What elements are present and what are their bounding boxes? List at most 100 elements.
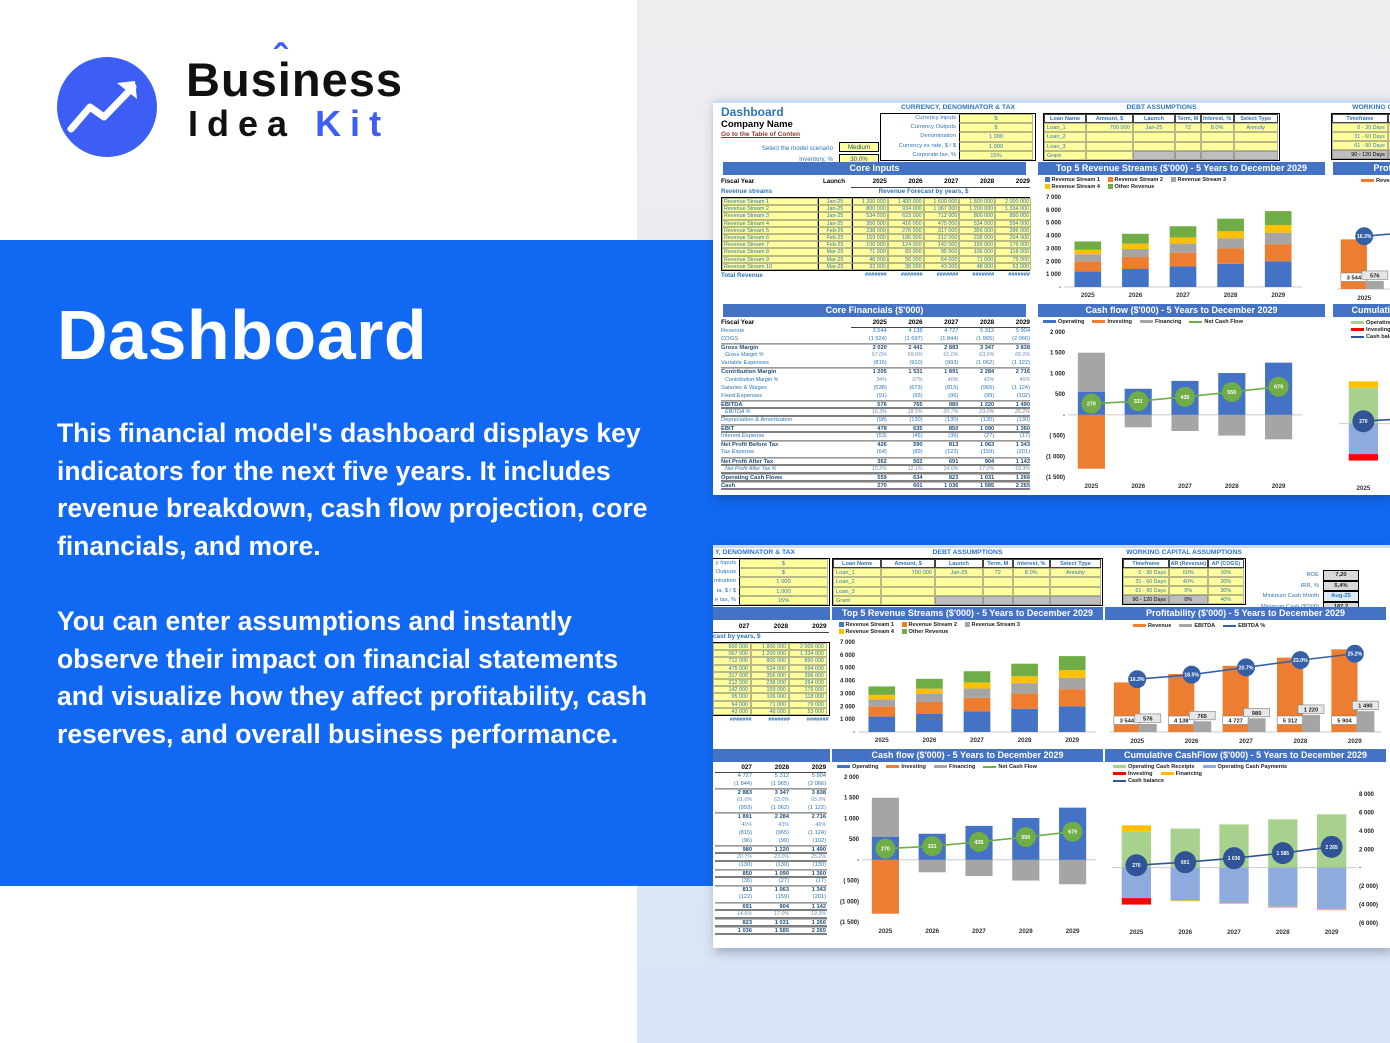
svg-text:2026: 2026: [923, 737, 937, 744]
stream-name[interactable]: Revenue Stream 8: [722, 248, 818, 256]
fin-row-tax-expense: (122) (159) (201): [715, 894, 827, 903]
svg-text:2028: 2028: [1294, 738, 1308, 745]
fin-value: (36): [741, 878, 752, 885]
legend-investing: Investing: [1351, 326, 1390, 333]
kpi-label: ROE: [1306, 572, 1319, 578]
fin-value: 10.2%: [871, 465, 887, 472]
kv-value[interactable]: 1.000: [959, 141, 1033, 152]
svg-text:2027: 2027: [970, 737, 984, 744]
legend-operating-cash-payments: Operating Cash Payments: [1202, 763, 1287, 770]
legend-swatch: [1108, 177, 1113, 182]
year-header: 2029: [994, 178, 1030, 188]
core-financials-table-cut: 027 2028 2029 4 727 5 312 5 904 (1 844) (1 965)…: [715, 764, 827, 935]
launch-header: Launch: [822, 178, 845, 185]
kv-value[interactable]: $: [739, 567, 828, 578]
fin-value: (122): [738, 894, 752, 901]
year-header: 2028: [751, 623, 790, 633]
kv-label: e tax, %: [715, 597, 736, 604]
fin-row-revenue: Revenue 3 544 4 138 4 727 5 312 5 904: [721, 328, 1030, 336]
legend-label: Financing: [1175, 770, 1202, 777]
year-header: 2026: [886, 178, 923, 188]
forecast-value: 317 000: [713, 671, 751, 679]
fiscal-year-row: 027 2028 2029: [715, 764, 827, 773]
forecast-value: 159 000: [751, 686, 789, 694]
legend-swatch: [1045, 177, 1050, 182]
stream-value: 712 000: [923, 212, 960, 220]
debt-cell: [1175, 132, 1201, 142]
table-of-contents-link[interactable]: Go to the Table of Conten: [721, 131, 800, 138]
wc-section-title: WORKING CAPITAL ASSUMPTIONS: [1126, 549, 1242, 556]
fin-row-contribution-margin-: 40% 43% 46%: [715, 822, 827, 830]
stream-launch: Feb-25: [818, 226, 852, 234]
stream-value: 396 000: [995, 226, 1031, 234]
stream-name[interactable]: Revenue Stream 1: [722, 198, 818, 206]
fin-value: 65.0%: [1014, 352, 1030, 359]
kv-value[interactable]: 1 000: [739, 577, 828, 587]
legend-other-revenue: Other Revenue: [1108, 183, 1154, 190]
fin-value: 1 031: [979, 474, 995, 480]
fin-value: (1 124): [807, 829, 826, 836]
svg-text:2 000: 2 000: [1050, 330, 1066, 336]
stream-name[interactable]: Revenue Stream 10: [722, 262, 818, 270]
scenario-select[interactable]: Medium: [839, 142, 879, 152]
fin-row-salaries-wages: Salaries & Wages (538) (673) (815) (965) (1 1…: [721, 385, 1030, 393]
total-label: Total Revenue: [721, 271, 763, 279]
year-header: 2028: [958, 178, 995, 188]
kv-value[interactable]: $: [959, 122, 1033, 133]
kpi-block: ROE 7,20 IRR, % 5,4% Minimum Cash Month Aug-2…: [1209, 570, 1365, 612]
stream-value: 1 067 000: [923, 205, 960, 213]
kv-value[interactable]: 1 000: [959, 132, 1033, 142]
kv-value[interactable]: $: [739, 558, 828, 568]
svg-text:-: -: [1059, 285, 1061, 291]
profitability-banner: Profitability ($'000) - 5 Years to Decem…: [1333, 162, 1390, 175]
fin-value: 5 312: [774, 773, 789, 779]
stream-value: 1 800 000: [959, 198, 996, 206]
stream-name[interactable]: Revenue Stream 6: [722, 233, 818, 242]
stream-name[interactable]: Revenue Stream 2: [722, 205, 818, 213]
banner-fragment: [713, 607, 830, 620]
fin-value: 63.0%: [979, 352, 995, 359]
svg-text:( 500): ( 500): [843, 879, 859, 885]
svg-text:2029: 2029: [1348, 738, 1362, 745]
stream-name[interactable]: Revenue Stream 4: [722, 219, 818, 227]
fin-label: Tax Expense: [721, 449, 755, 456]
debt-col-header: Interest, %: [1012, 558, 1051, 568]
stream-value: 53 000: [995, 262, 1031, 270]
fin-label: Net Profit After Tax %: [725, 465, 777, 472]
brand-caret: ˆ: [273, 37, 289, 81]
top5-legend: Revenue Stream 1 Revenue Stream 2 Revenue …: [1045, 176, 1325, 190]
fin-value: 691: [948, 458, 959, 464]
svg-text:2026: 2026: [1131, 483, 1145, 490]
fin-value: (815): [873, 360, 887, 367]
fin-value: 2 883: [944, 345, 959, 352]
stream-name[interactable]: Revenue Stream 7: [722, 241, 818, 249]
fin-value: (1 122): [1011, 360, 1030, 367]
debt-cell: [1132, 132, 1176, 142]
legend-label: Investing: [901, 763, 926, 770]
stream-name[interactable]: Revenue Stream 9: [722, 255, 818, 263]
svg-text:4 727: 4 727: [1228, 719, 1243, 725]
svg-text:6 000: 6 000: [840, 653, 856, 659]
wc-col-header: AR (Revenue): [1168, 558, 1208, 568]
stream-name[interactable]: Revenue Stream 5: [722, 226, 818, 234]
stream-value: 159 000: [959, 241, 996, 249]
forecast-table-cut: 027 2028 2029 cast by years, $600 000 1 800 …: [713, 623, 830, 726]
top5-banner: Top 5 Revenue Streams ($'000) - 5 Years …: [1038, 162, 1325, 175]
kv-value[interactable]: 15%: [739, 596, 828, 606]
kv-value[interactable]: 15%: [959, 151, 1033, 161]
fin-value: 20.7%: [736, 853, 752, 860]
fin-value: 43%: [983, 376, 995, 383]
forecast-value: 1 200 000: [751, 650, 789, 658]
stream-value: 106 000: [959, 248, 996, 256]
kv-value[interactable]: $: [959, 113, 1033, 123]
legend-row: Revenue Stream 4 Other Revenue: [1045, 183, 1325, 190]
svg-text:1 220: 1 220: [1304, 707, 1319, 713]
svg-text:270: 270: [1132, 863, 1141, 869]
kv-value[interactable]: 1.000: [739, 586, 828, 597]
stream-name[interactable]: Revenue Stream 3: [722, 212, 818, 220]
fin-label: Net Profit After Tax: [721, 458, 774, 464]
svg-text:3 544: 3 544: [1120, 719, 1135, 725]
forecast-value: 71 000: [751, 700, 789, 708]
stream-value: 416 000: [887, 219, 924, 227]
